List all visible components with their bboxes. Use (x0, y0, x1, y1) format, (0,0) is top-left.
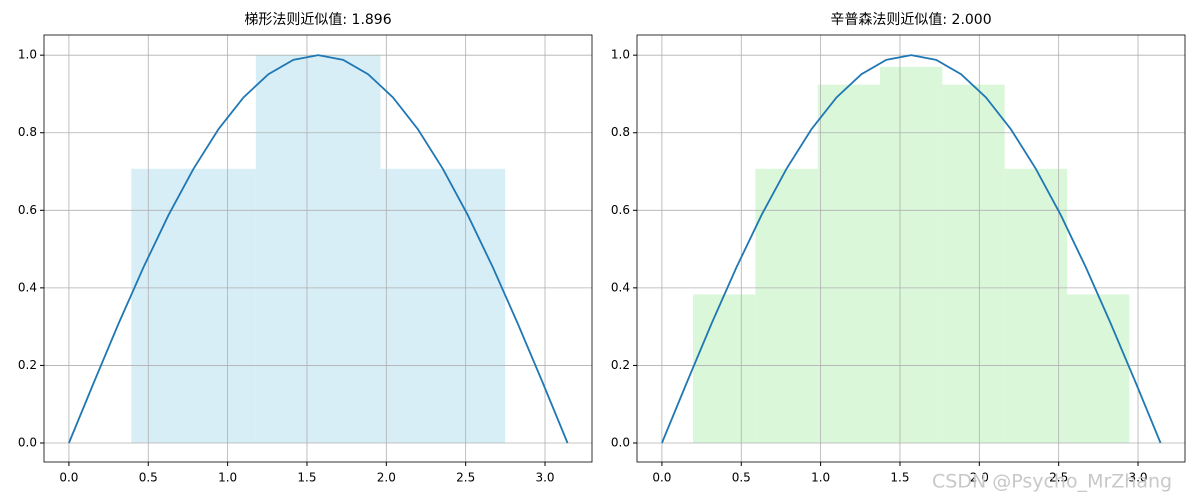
bar (131, 168, 256, 443)
bar (755, 168, 818, 443)
y-tick-label: 0.2 (18, 358, 37, 372)
y-tick-label: 0.6 (18, 203, 37, 217)
x-tick-label: 1.0 (811, 471, 830, 485)
y-tick-label: 1.0 (611, 48, 630, 62)
bar (817, 84, 880, 443)
bar (942, 84, 1005, 443)
bar (693, 294, 756, 443)
x-tick-label: 1.5 (890, 471, 909, 485)
y-tick-label: 0.8 (18, 125, 37, 139)
x-tick-label: 2.0 (377, 471, 396, 485)
bar (879, 66, 943, 443)
y-tick-label: 0.6 (611, 203, 630, 217)
watermark: CSDN @Psycho_MrZhang (932, 471, 1172, 493)
chart-title: 辛普森法则近似值: 2.000 (830, 12, 991, 28)
x-tick-label: 0.0 (59, 471, 78, 485)
x-tick-label: 3.0 (535, 471, 554, 485)
x-tick-label: 2.5 (456, 471, 475, 485)
x-tick-label: 3.0 (1128, 471, 1147, 485)
curve (661, 54, 1162, 444)
axes-frame (43, 34, 593, 463)
x-tick-label: 2.0 (970, 471, 989, 485)
bar (1067, 294, 1130, 443)
bar (1004, 168, 1068, 443)
y-tick-label: 0.4 (18, 280, 37, 294)
y-tick-label: 0.0 (18, 435, 37, 449)
axes-frame (636, 34, 1186, 463)
x-tick-label: 0.5 (139, 471, 158, 485)
bar (380, 168, 506, 443)
x-tick-label: 0.5 (732, 471, 751, 485)
y-tick-label: 0.0 (611, 435, 630, 449)
y-tick-label: 1.0 (18, 48, 37, 62)
chart-title: 梯形法则近似值: 1.896 (244, 12, 391, 28)
y-tick-label: 0.2 (611, 358, 630, 372)
y-tick-label: 0.4 (611, 280, 630, 294)
x-tick-label: 2.5 (1049, 471, 1068, 485)
bar (255, 55, 381, 443)
curve (68, 54, 569, 444)
x-tick-label: 0.0 (652, 471, 671, 485)
y-tick-label: 0.8 (611, 125, 630, 139)
x-tick-label: 1.5 (297, 471, 316, 485)
x-tick-label: 1.0 (218, 471, 237, 485)
